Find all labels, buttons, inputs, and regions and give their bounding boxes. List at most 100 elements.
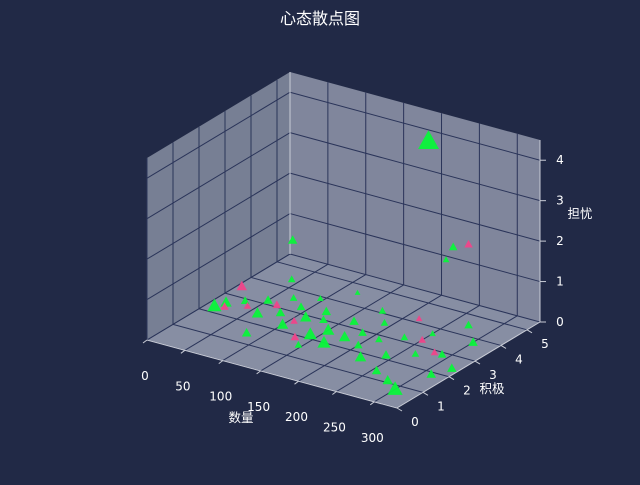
x-tick-mark (256, 370, 261, 375)
data-point-marker (317, 335, 331, 348)
x-tick-label: 50 (175, 379, 190, 393)
data-point-marker (447, 363, 457, 372)
data-point-marker (294, 340, 303, 348)
y-tick-label: 3 (489, 368, 497, 382)
data-point-marker (358, 328, 367, 336)
grid-line-z-side (146, 213, 291, 300)
z-tick-label: 4 (556, 153, 564, 167)
data-point-marker (303, 327, 317, 340)
data-point-marker (349, 316, 359, 325)
data-point-marker (287, 235, 298, 244)
z-tick-label: 2 (556, 234, 564, 248)
y-tick-label: 1 (437, 399, 445, 413)
x-tick-mark (369, 401, 375, 406)
data-point-marker (400, 333, 409, 341)
data-point-marker (275, 307, 286, 317)
data-point-marker (464, 239, 473, 248)
data-point-marker (322, 323, 335, 335)
grid-line-z-back (289, 132, 541, 202)
back-pane (290, 72, 540, 322)
data-point-marker (448, 242, 458, 251)
data-point-marker (241, 328, 252, 337)
data-point-marker (263, 295, 273, 304)
x-axis-line (146, 339, 398, 409)
data-point-marker (240, 296, 250, 304)
data-point-marker (426, 369, 436, 378)
data-point-marker (371, 365, 382, 375)
data-point-marker (319, 315, 328, 323)
x-tick-label: 200 (285, 410, 308, 424)
data-point-marker (272, 300, 282, 309)
y-tick-label: 0 (411, 415, 419, 429)
data-point-marker (442, 256, 450, 263)
x-tick-label: 300 (361, 431, 384, 445)
grid-line-x-floor (298, 294, 442, 382)
data-point-marker (378, 306, 387, 314)
y-tick-mark (448, 376, 455, 381)
x-tick-label: 150 (247, 400, 270, 414)
data-point-marker (375, 335, 383, 343)
grid-line-z-side (146, 132, 291, 220)
x-tick-label: 0 (141, 369, 149, 383)
x-tick-mark (142, 339, 148, 344)
x-tick-mark (218, 360, 224, 365)
grid-line-z-back (289, 172, 541, 242)
data-point-marker (429, 330, 436, 337)
side-pane (147, 72, 290, 340)
data-point-marker (290, 317, 298, 324)
data-point-marker (387, 381, 403, 395)
grid-line-y-floor (224, 292, 476, 362)
x-tick-label: 100 (209, 390, 232, 404)
y-tick-mark (422, 391, 429, 396)
grid-line-x-floor (184, 263, 329, 351)
z-tick-label: 0 (556, 315, 564, 329)
grid-line-z-side (146, 253, 291, 341)
data-point-marker (415, 315, 423, 322)
data-point-marker (287, 275, 296, 283)
data-point-marker (354, 351, 367, 362)
y-tick-mark (526, 329, 533, 334)
data-point-marker (296, 302, 306, 311)
data-point-marker (418, 130, 439, 149)
data-point-marker (236, 280, 247, 291)
data-point-marker (207, 298, 222, 312)
data-point-marker (276, 318, 289, 329)
data-point-marker (243, 302, 252, 309)
data-point-marker (354, 340, 363, 349)
y-tick-label: 4 (515, 352, 523, 366)
data-point-marker (411, 350, 420, 357)
y-tick-mark (474, 360, 481, 365)
data-point-marker (468, 337, 478, 346)
data-point-marker (289, 294, 298, 301)
data-point-marker (382, 375, 393, 385)
data-point-marker (251, 307, 264, 318)
data-point-marker (338, 331, 351, 342)
x-tick-mark (294, 380, 299, 385)
y-axis-line (396, 321, 541, 409)
data-point-marker (381, 350, 391, 359)
y-tick-label: 2 (463, 384, 471, 398)
z-tick-label: 3 (556, 194, 564, 208)
grid-line-y-floor (172, 323, 424, 393)
axis-panes (147, 72, 540, 408)
data-point-marker (220, 296, 232, 307)
grid-line-z-back (289, 91, 541, 161)
z-axis-label: 担忧 (567, 206, 592, 221)
grid-line-y-floor (276, 261, 528, 331)
axis-lines (142, 72, 546, 412)
data-point-marker (300, 311, 312, 322)
data-point-marker (321, 306, 332, 316)
data-point-marker (380, 318, 389, 326)
data-point-marker (290, 332, 300, 341)
chart-title: 心态散点图 (280, 9, 360, 28)
y-axis-label: 积极 (479, 381, 505, 396)
x-tick-label: 250 (323, 421, 346, 435)
data-point-marker (437, 349, 447, 358)
grid-line-z-side (146, 91, 291, 179)
grid-line-z-side (146, 172, 291, 260)
grid-line-z-back (289, 213, 541, 283)
y-tick-label: 5 (541, 337, 549, 351)
data-point-marker (220, 302, 229, 310)
